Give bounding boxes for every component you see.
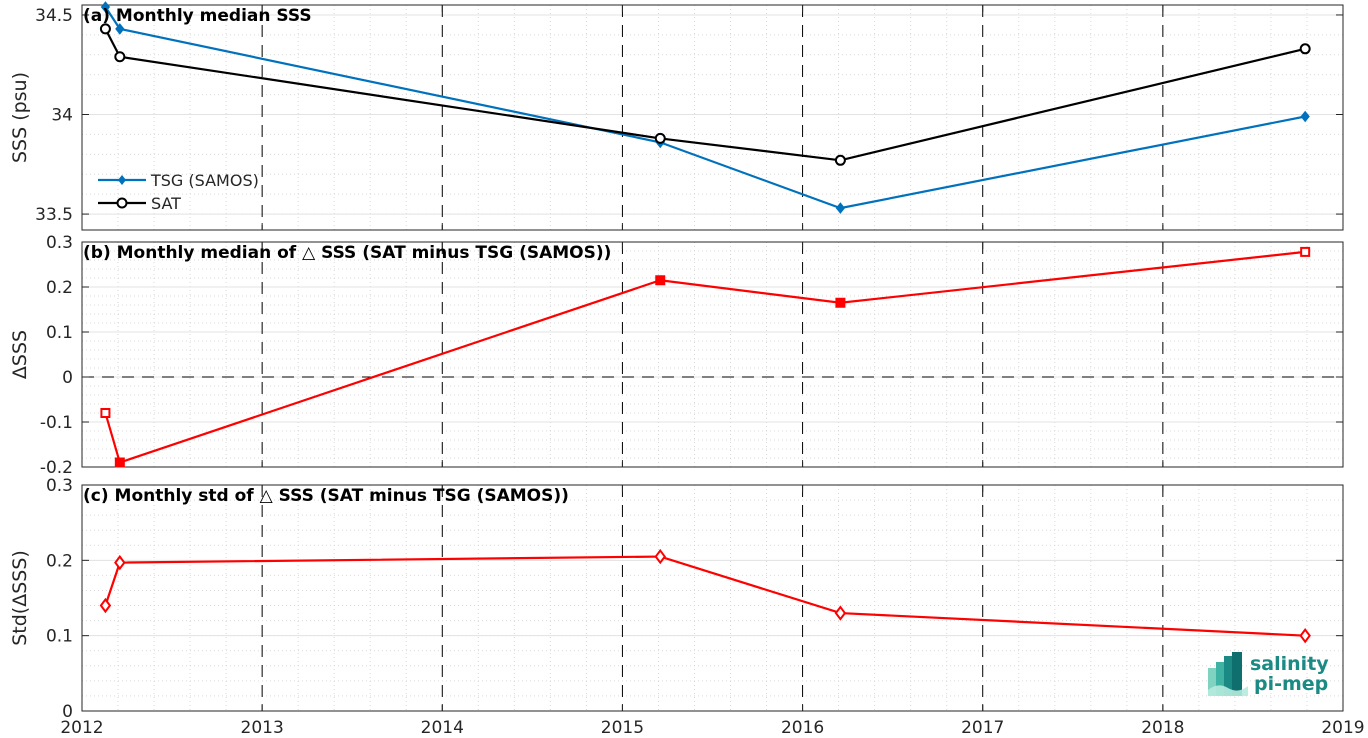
- data-point: [654, 548, 667, 565]
- y-tick-label: 0.2: [46, 551, 73, 571]
- legend-swatch-marker: [116, 197, 128, 209]
- salinity-pi-mep-logo: salinity pi-mep: [1208, 652, 1329, 696]
- legend: TSG (SAMOS) SAT: [98, 171, 259, 213]
- y-tick-label: 0.1: [46, 627, 73, 647]
- panel-title: (a) Monthly median SSS: [83, 6, 312, 26]
- y-tick-label: 0.3: [46, 233, 73, 253]
- panel-monthly-median-sss: 33.5 34 34.5 SSS (psu) (a) Monthly median SS…: [9, 1, 1344, 231]
- panel-monthly-median-delta-sss: -0.2 -0.1 0 0.1 0.2 0.3 ΔSSS (b) Monthly median…: [9, 233, 1344, 478]
- series-line: [104, 250, 1306, 464]
- panel-title: (b) Monthly median of △ SSS (SAT minus T…: [83, 243, 611, 263]
- data-point: [655, 275, 666, 286]
- axes-frame: [81, 484, 1344, 712]
- y-tick-label: -0.1: [40, 413, 73, 433]
- series-line: [104, 6, 1306, 210]
- x-tick-label: 2017: [961, 718, 1004, 738]
- data-point: [114, 457, 125, 468]
- x-tick-label: 2018: [1141, 718, 1184, 738]
- data-point: [1300, 110, 1310, 123]
- data-point: [1299, 628, 1311, 644]
- x-tick-label: 2013: [241, 718, 284, 738]
- x-tick-label: 2012: [60, 718, 103, 738]
- data-point: [99, 23, 111, 35]
- x-tick-label: 2019: [1321, 718, 1364, 738]
- panel-monthly-std-delta-sss: 0 0.1 0.2 0.3 2012 2013 2014 2015 2016 2017 2018 20…: [9, 476, 1365, 738]
- data-point: [99, 597, 112, 614]
- y-axis-label: Std(ΔSSS): [9, 550, 31, 646]
- data-point: [835, 297, 846, 308]
- series-line: [104, 28, 1306, 162]
- y-tick-label: 0.3: [46, 476, 73, 496]
- x-tick-label: 2014: [421, 718, 464, 738]
- data-point: [835, 202, 846, 214]
- series-line: [104, 555, 1306, 637]
- axes-frame: [81, 4, 1344, 231]
- x-tick-label: 2015: [601, 718, 644, 738]
- y-tick-label: 0.1: [46, 323, 73, 343]
- logo-line1: salinity: [1250, 653, 1329, 675]
- panel-title: (c) Monthly std of △ SSS (SAT minus TSG …: [83, 486, 569, 506]
- data-point: [654, 132, 666, 144]
- y-tick-label: 0: [62, 368, 73, 388]
- data-point: [114, 51, 126, 63]
- legend-swatch-marker: [118, 175, 126, 185]
- data-point: [834, 154, 846, 166]
- axes-frame: [81, 241, 1344, 468]
- y-tick-label: 33.5: [35, 205, 73, 225]
- x-tick-label: 2016: [781, 718, 824, 738]
- y-tick-label: 34: [51, 106, 73, 126]
- data-point: [100, 1, 111, 13]
- legend-label: SAT: [151, 194, 181, 213]
- data-point: [1300, 246, 1311, 257]
- data-point: [834, 605, 847, 621]
- y-tick-label: 34.5: [35, 6, 73, 26]
- data-point: [115, 23, 125, 35]
- y-tick-label: -0.2: [40, 458, 73, 478]
- data-point: [114, 554, 126, 571]
- data-point: [100, 408, 111, 418]
- data-point: [1299, 43, 1311, 55]
- y-tick-label: 0.2: [46, 278, 73, 298]
- logo-line2: pi-mep: [1254, 673, 1328, 695]
- legend-label: TSG (SAMOS): [150, 171, 259, 190]
- y-tick-label: 0: [62, 702, 73, 722]
- y-axis-label: ΔSSS: [9, 330, 31, 379]
- y-axis-label: SSS (psu): [9, 72, 31, 163]
